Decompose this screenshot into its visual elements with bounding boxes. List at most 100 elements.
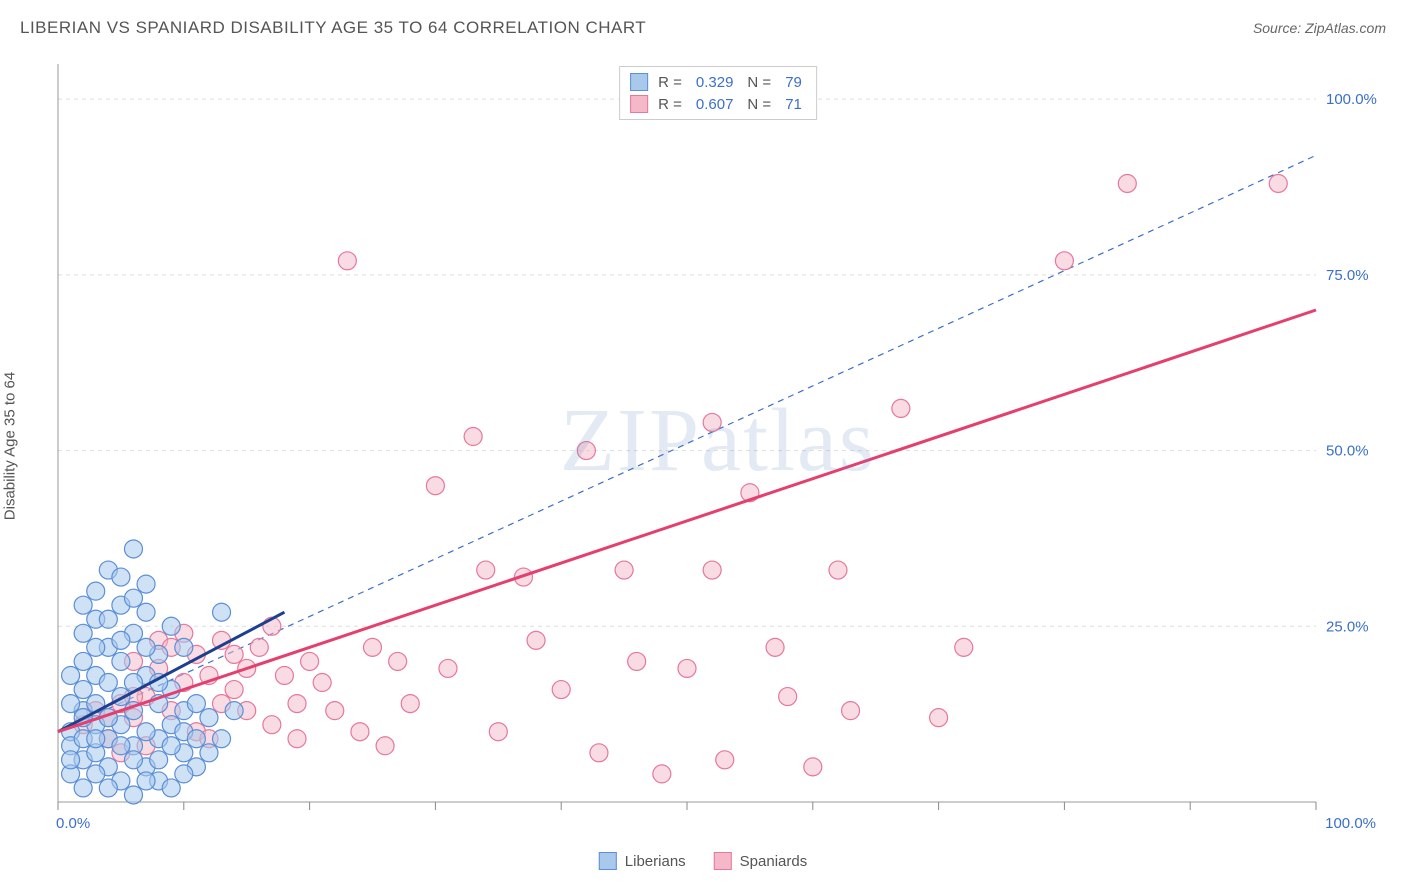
data-point	[87, 765, 105, 783]
data-point	[250, 638, 268, 656]
data-point	[62, 666, 80, 684]
data-point	[1055, 252, 1073, 270]
data-point	[829, 561, 847, 579]
data-point	[213, 603, 231, 621]
r-label: R =	[658, 96, 682, 113]
data-point	[162, 779, 180, 797]
data-point	[955, 638, 973, 656]
data-point	[99, 779, 117, 797]
data-point	[74, 779, 92, 797]
data-point	[338, 252, 356, 270]
legend-label: Liberians	[625, 853, 686, 870]
data-point	[527, 631, 545, 649]
legend-item: Spaniards	[714, 852, 808, 870]
data-point	[930, 709, 948, 727]
data-point	[124, 540, 142, 558]
r-label: R =	[658, 74, 682, 91]
data-point	[779, 688, 797, 706]
legend-swatch	[630, 73, 648, 91]
chart-header: LIBERIAN VS SPANIARD DISABILITY AGE 35 T…	[20, 18, 1386, 38]
data-point	[464, 428, 482, 446]
r-value: 0.607	[692, 96, 738, 113]
y-tick-label: 50.0%	[1326, 443, 1369, 460]
data-point	[275, 666, 293, 684]
source-name: ZipAtlas.com	[1305, 20, 1386, 36]
data-point	[313, 674, 331, 692]
data-point	[112, 631, 130, 649]
data-point	[489, 723, 507, 741]
y-tick-label: 100.0%	[1326, 91, 1377, 108]
data-point	[678, 659, 696, 677]
data-point	[1269, 174, 1287, 192]
correlation-legend: R =0.329N =79R =0.607N =71	[619, 66, 817, 120]
n-label: N =	[747, 74, 771, 91]
data-point	[162, 737, 180, 755]
data-point	[439, 659, 457, 677]
data-point	[577, 442, 595, 460]
data-point	[477, 561, 495, 579]
data-point	[892, 399, 910, 417]
data-point	[87, 582, 105, 600]
data-point	[703, 561, 721, 579]
legend-swatch	[630, 95, 648, 113]
data-point	[628, 652, 646, 670]
data-point	[137, 638, 155, 656]
data-point	[703, 413, 721, 431]
x-tick-label: 100.0%	[1325, 815, 1376, 832]
data-point	[200, 709, 218, 727]
data-point	[162, 617, 180, 635]
data-point	[137, 575, 155, 593]
scatter-chart: 25.0% 50.0% 75.0% 100.0% 0.0% 100.0%	[50, 60, 1386, 842]
legend-swatch	[599, 852, 617, 870]
y-tick-label: 25.0%	[1326, 618, 1369, 635]
data-point	[376, 737, 394, 755]
data-point	[124, 786, 142, 804]
chart-title: LIBERIAN VS SPANIARD DISABILITY AGE 35 T…	[20, 18, 646, 38]
data-point	[200, 744, 218, 762]
data-point	[137, 723, 155, 741]
data-point	[99, 610, 117, 628]
legend-row: R =0.607N =71	[630, 93, 806, 115]
data-point	[175, 765, 193, 783]
data-point	[842, 702, 860, 720]
legend-row: R = 0.329 N = 79	[630, 71, 806, 93]
data-point	[187, 730, 205, 748]
n-value: 71	[781, 96, 806, 113]
data-point	[225, 702, 243, 720]
data-point	[804, 758, 822, 776]
data-point	[74, 681, 92, 699]
data-point	[213, 730, 231, 748]
data-point	[187, 695, 205, 713]
data-point	[137, 772, 155, 790]
data-point	[364, 638, 382, 656]
data-point	[326, 702, 344, 720]
data-point	[175, 638, 193, 656]
data-point	[288, 695, 306, 713]
data-point	[590, 744, 608, 762]
data-point	[112, 652, 130, 670]
data-point	[112, 737, 130, 755]
y-axis-label: Disability Age 35 to 64	[2, 372, 19, 520]
data-point	[225, 645, 243, 663]
data-point	[124, 589, 142, 607]
data-point	[1118, 174, 1136, 192]
r-value: 0.329	[692, 74, 738, 91]
data-point	[351, 723, 369, 741]
reference-line	[58, 155, 1316, 731]
data-point	[124, 751, 142, 769]
data-point	[263, 716, 281, 734]
data-point	[74, 596, 92, 614]
data-point	[389, 652, 407, 670]
legend-label: Spaniards	[740, 853, 808, 870]
data-point	[552, 681, 570, 699]
chart-area: 25.0%50.0%75.0%100.0%0.0%100.0% ZIPatlas…	[50, 60, 1386, 842]
data-point	[301, 652, 319, 670]
x-tick-label: 0.0%	[56, 815, 90, 832]
data-point	[150, 751, 168, 769]
data-point	[74, 652, 92, 670]
data-point	[716, 751, 734, 769]
data-point	[401, 695, 419, 713]
n-value: 79	[781, 74, 806, 91]
y-tick-label: 75.0%	[1326, 267, 1369, 284]
series-legend: Liberians Spaniards	[599, 852, 807, 870]
